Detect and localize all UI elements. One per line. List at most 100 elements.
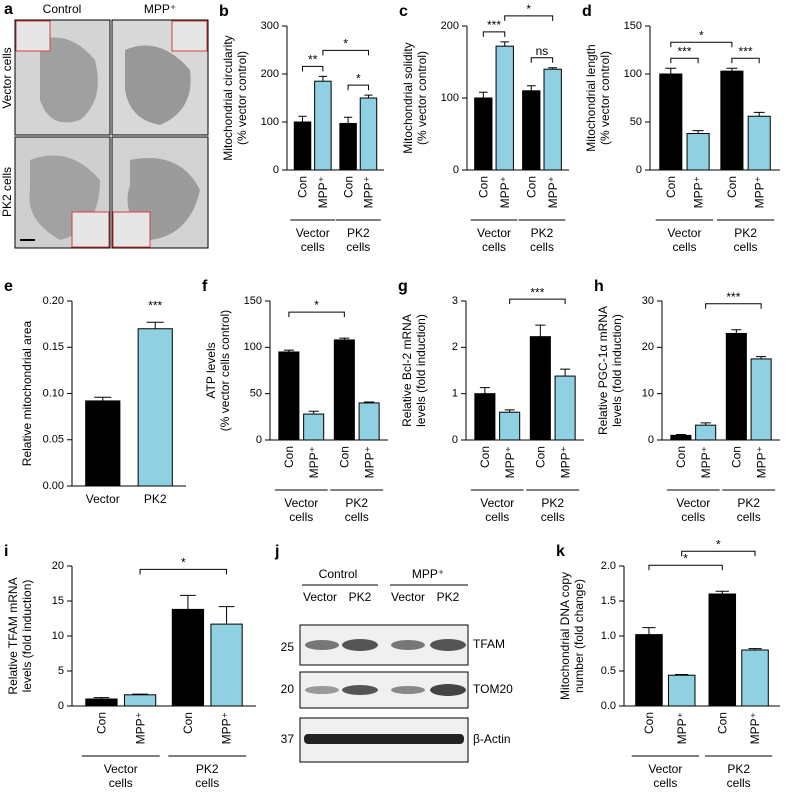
y-tick-label: 0: [273, 164, 279, 176]
group-label: Vector: [648, 762, 682, 776]
band: [304, 734, 464, 744]
x-tick-label: MPP⁺: [748, 712, 762, 744]
significance-bracket: [731, 57, 760, 64]
y-tick-label: 0.10: [43, 387, 64, 399]
y-tick-label: 0: [58, 700, 64, 712]
significance-label: *: [716, 537, 721, 551]
marker-label: 25: [281, 640, 295, 654]
significance-label: **: [308, 53, 318, 67]
significance-label: ***: [726, 290, 740, 304]
y-tick-label: 150: [624, 20, 642, 32]
y-tick-label: 50: [250, 388, 262, 400]
bar: [137, 328, 173, 487]
y-tick-label: 0.00: [43, 480, 64, 492]
y-tick-label: 1.5: [601, 595, 616, 607]
y-tick-label: 200: [261, 68, 279, 80]
group-label: cells: [672, 240, 696, 254]
band: [342, 685, 378, 695]
significance-label: *: [699, 28, 704, 42]
panel-label: i: [4, 543, 8, 560]
x-tick-label: PK2: [144, 492, 167, 506]
panel-label: e: [4, 278, 13, 295]
y-axis-label: Mitochondrial DNA copy: [558, 572, 572, 700]
error-bar: [478, 91, 488, 98]
bar: [659, 73, 683, 171]
panel-label: b: [219, 3, 229, 20]
x-tick-label: Vector: [86, 492, 120, 506]
group-label: PK2: [737, 496, 760, 510]
bar: [314, 80, 332, 171]
error-bar: [535, 324, 546, 337]
panel-label: f: [202, 278, 208, 295]
x-tick-label: MPP⁺: [220, 712, 234, 744]
group-label: cells: [541, 510, 565, 524]
column-label: Control: [43, 2, 82, 16]
group-label: Vector: [477, 226, 511, 240]
bar: [293, 121, 312, 171]
y-tick-label: 0: [636, 164, 642, 176]
x-tick-label: MPP⁺: [558, 446, 572, 478]
y-tick-label: 10: [52, 630, 64, 642]
y-tick-label: 150: [244, 295, 262, 307]
y-tick-label: 15: [52, 595, 64, 607]
error-bar: [731, 329, 742, 334]
panel-label: h: [594, 278, 604, 295]
x-tick-label: MPP⁺: [316, 176, 330, 208]
y-tick-label: 20: [52, 560, 64, 572]
error-bar: [500, 41, 510, 47]
band: [430, 639, 466, 651]
x-tick-label: MPP⁺: [498, 176, 512, 208]
cell: [40, 37, 98, 123]
panel-label: k: [556, 543, 565, 560]
x-tick-label: MPP⁺: [133, 712, 147, 744]
marker-label: 20: [281, 682, 295, 696]
significance-label: *: [343, 37, 348, 51]
significance-bracket: [482, 31, 506, 37]
group-label: Vector: [676, 496, 710, 510]
y-axis-label: levels (fold induction): [20, 580, 34, 693]
bar: [725, 332, 747, 441]
bar: [708, 593, 737, 707]
significance-label: ***: [487, 18, 501, 32]
group-label: PK2: [531, 226, 554, 240]
band: [305, 640, 339, 650]
x-tick-label: Con: [476, 176, 490, 198]
panel-a: a Control MPP⁺ Vector cells PK2 cells: [0, 1, 209, 249]
y-tick-label: 10: [642, 388, 654, 400]
group-label: cells: [485, 510, 509, 524]
band: [305, 686, 339, 694]
protein-label: TFAM: [473, 637, 505, 651]
bar: [85, 698, 118, 707]
group-label: cells: [195, 776, 219, 790]
x-tick-label: Con: [642, 712, 656, 734]
group-label: Control: [319, 567, 358, 581]
bar: [720, 70, 744, 171]
x-tick-label: Con: [674, 446, 688, 468]
x-tick-label: Con: [338, 446, 352, 468]
y-axis-label: (% vector control): [235, 51, 249, 145]
panel-label: d: [582, 3, 592, 20]
band: [430, 684, 466, 696]
x-tick-label: MPP⁺: [754, 446, 768, 478]
group-label: PK2: [734, 226, 757, 240]
group-label: MPP⁺: [412, 567, 444, 581]
error-bar: [180, 594, 196, 610]
row-label: PK2 cells: [0, 167, 14, 217]
x-tick-label: Con: [524, 176, 538, 198]
bar: [359, 97, 378, 171]
x-tick-label: Con: [95, 712, 109, 734]
significance-label: ***: [677, 44, 691, 58]
bar: [358, 402, 380, 441]
x-tick-label: Con: [478, 446, 492, 468]
group-label: PK2: [196, 762, 219, 776]
x-tick-label: Con: [296, 176, 310, 198]
significance-bracket: [302, 65, 324, 72]
error-bar: [218, 606, 235, 625]
error-bar: [318, 75, 328, 82]
significance-label: ***: [739, 44, 753, 58]
band: [342, 639, 378, 651]
significance-label: *: [356, 71, 361, 85]
y-axis-label: Relative Bcl-2 mRNA: [400, 314, 414, 427]
cell: [125, 45, 191, 125]
row-label: Vector cells: [0, 47, 14, 108]
